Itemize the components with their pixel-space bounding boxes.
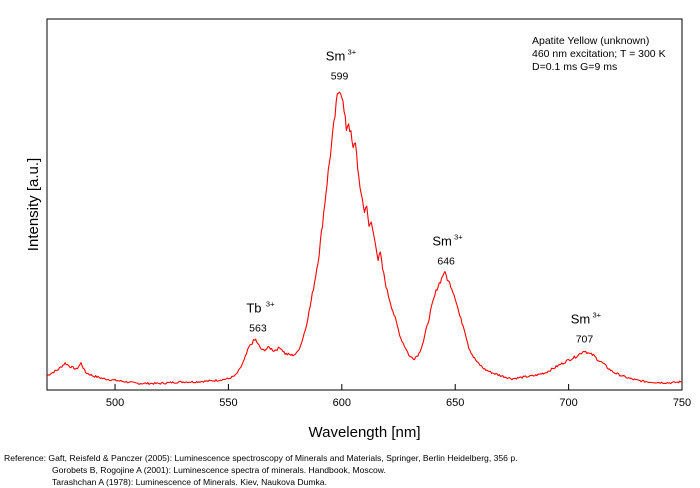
x-tick-label-550: 550 [219, 397, 237, 409]
peak-charge-599: 3+ [348, 48, 357, 57]
peak-wavelength-707: 707 [576, 334, 594, 346]
peak-charge-646: 3+ [454, 232, 463, 241]
legend-line-3: D=0.1 ms G=9 ms [532, 61, 617, 73]
peak-wavelength-563: 563 [249, 323, 267, 335]
peak-label-707: Sm 3+ 707 [571, 311, 602, 346]
x-tick-label-700: 700 [559, 397, 577, 409]
reference-line-1: Reference: Gaft, Reisfeld & Panczer (200… [4, 453, 518, 463]
peak-charge-707: 3+ [592, 311, 601, 320]
peak-charge-563: 3+ [266, 300, 275, 309]
peak-ion-563: Tb [246, 301, 261, 316]
reference-line-3: Tarashchan A (1978): Luminescence of Min… [52, 477, 327, 487]
x-axis-tick-labels: 500 550 600 650 700 750 [106, 397, 691, 409]
y-axis-label: Intensity [a.u.] [25, 158, 42, 251]
legend-line-2: 460 nm excitation; T = 300 K [532, 48, 666, 60]
peak-ion-707: Sm [571, 312, 591, 327]
peak-label-646: Sm 3+ 646 [432, 232, 463, 267]
legend-line-1: Apatite Yellow (unknown) [532, 35, 649, 47]
peak-label-599: Sm 3+ 599 [326, 48, 357, 83]
x-axis-ticks [114, 384, 683, 390]
plot-frame [46, 18, 683, 391]
x-tick-label-600: 600 [333, 397, 351, 409]
legend-text: Apatite Yellow (unknown) 460 nm excitati… [532, 35, 666, 73]
x-tick-label-750: 750 [673, 397, 691, 409]
peak-ion-599: Sm [326, 49, 346, 64]
references-block: Reference: Gaft, Reisfeld & Panczer (200… [4, 452, 518, 488]
x-tick-label-650: 650 [446, 397, 464, 409]
peak-label-563: Tb 3+ 563 [246, 300, 275, 335]
peak-wavelength-646: 646 [437, 255, 455, 267]
peak-wavelength-599: 599 [331, 71, 349, 83]
x-tick-label-500: 500 [106, 397, 124, 409]
reference-line-2: Gorobets B, Rogojine A (2001): Luminesce… [52, 465, 386, 475]
spectrum-series-line [46, 91, 683, 385]
x-axis-label: Wavelength [nm] [309, 424, 421, 441]
peak-ion-646: Sm [432, 233, 452, 248]
